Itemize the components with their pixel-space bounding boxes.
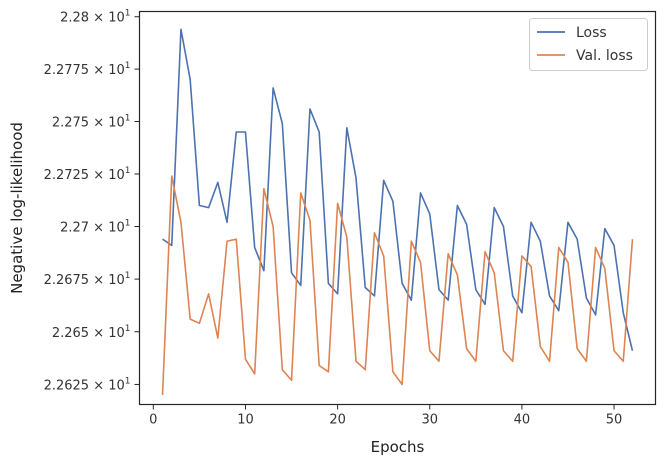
y-tick-label: 2.275 × 101 [52, 114, 131, 131]
series-line-1 [161, 175, 634, 396]
plot-lines [161, 28, 634, 396]
legend-label-1: Val. loss [576, 48, 633, 64]
x-tick-label: 50 [606, 413, 623, 428]
y-tick-label: 2.2775 × 101 [44, 61, 131, 78]
plot-frame [138, 10, 657, 406]
legend: Loss Val. loss [529, 18, 648, 71]
x-tick-label: 30 [421, 413, 438, 428]
x-tick-label: 20 [329, 413, 346, 428]
y-tick-label: 2.27 × 101 [60, 219, 130, 236]
y-axis-label: Negative log-likelihood [8, 122, 26, 294]
y-tick-label: 2.2625 × 101 [44, 376, 131, 393]
x-tick-label: 40 [514, 413, 531, 428]
x-axis-ticks: 0 10 20 30 40 50 [149, 404, 623, 428]
y-tick-label: 2.2725 × 101 [44, 166, 131, 183]
y-tick-label: 2.265 × 101 [52, 324, 131, 341]
x-tick-label: 0 [149, 413, 157, 428]
y-axis-ticks: 2.2625 × 101 2.265 × 101 2.2675 × 101 2.27 … [44, 9, 140, 393]
y-tick-label: 2.2675 × 101 [44, 271, 131, 288]
x-axis-label: Epochs [371, 438, 425, 456]
x-tick-label: 10 [237, 413, 254, 428]
legend-label-0: Loss [576, 25, 607, 41]
y-tick-label: 2.28 × 101 [60, 9, 130, 26]
